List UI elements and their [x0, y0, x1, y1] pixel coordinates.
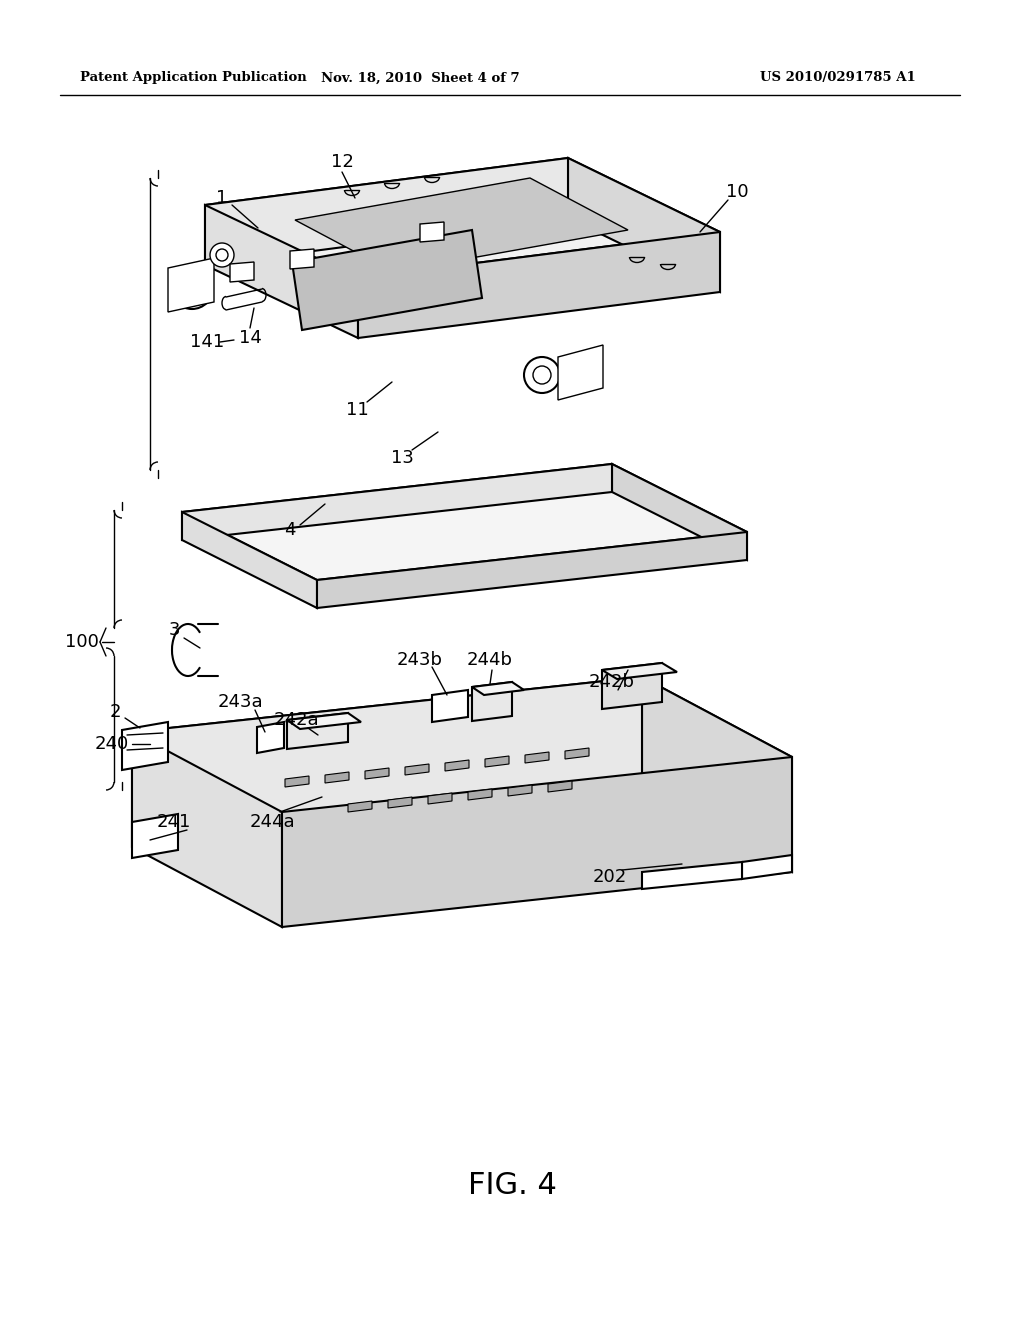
Polygon shape [285, 776, 309, 787]
Text: 244a: 244a [249, 813, 295, 832]
Polygon shape [292, 230, 482, 330]
Polygon shape [182, 465, 746, 579]
Polygon shape [132, 814, 178, 858]
Polygon shape [485, 756, 509, 767]
Polygon shape [358, 232, 720, 338]
Polygon shape [287, 713, 348, 748]
Text: 241: 241 [157, 813, 191, 832]
Polygon shape [472, 682, 524, 696]
Text: 10: 10 [726, 183, 749, 201]
Text: 12: 12 [331, 153, 353, 172]
Text: 141: 141 [189, 333, 224, 351]
Text: 202: 202 [593, 869, 627, 886]
Text: 244b: 244b [467, 651, 513, 669]
Polygon shape [230, 261, 254, 282]
Polygon shape [642, 862, 742, 888]
Text: 4: 4 [285, 521, 296, 539]
Polygon shape [612, 465, 746, 560]
Polygon shape [406, 764, 429, 775]
Text: 1: 1 [216, 189, 227, 207]
Polygon shape [445, 760, 469, 771]
Text: 2: 2 [110, 704, 121, 721]
Polygon shape [205, 158, 568, 265]
Text: Nov. 18, 2010  Sheet 4 of 7: Nov. 18, 2010 Sheet 4 of 7 [321, 71, 519, 84]
Polygon shape [420, 222, 444, 242]
Polygon shape [132, 677, 642, 847]
Polygon shape [565, 748, 589, 759]
Polygon shape [508, 785, 532, 796]
Polygon shape [182, 512, 317, 609]
Polygon shape [132, 733, 282, 927]
Text: 243a: 243a [217, 693, 263, 711]
Circle shape [171, 267, 213, 309]
Polygon shape [132, 677, 792, 812]
Polygon shape [548, 781, 572, 792]
Circle shape [524, 356, 560, 393]
Text: 100: 100 [66, 634, 99, 651]
Polygon shape [388, 797, 412, 808]
Text: 240: 240 [95, 735, 129, 752]
Polygon shape [325, 772, 349, 783]
Polygon shape [168, 257, 214, 312]
Polygon shape [602, 663, 677, 678]
Polygon shape [182, 465, 612, 540]
Polygon shape [295, 178, 628, 272]
Polygon shape [472, 682, 512, 721]
Text: 242a: 242a [273, 711, 318, 729]
Polygon shape [642, 677, 792, 873]
Polygon shape [568, 158, 720, 292]
Text: FIG. 4: FIG. 4 [468, 1171, 556, 1200]
Polygon shape [257, 722, 284, 752]
Polygon shape [287, 713, 361, 729]
Text: Patent Application Publication: Patent Application Publication [80, 71, 307, 84]
Polygon shape [205, 158, 720, 279]
Text: 14: 14 [239, 329, 261, 347]
Circle shape [210, 243, 234, 267]
Text: 242b: 242b [589, 673, 635, 690]
Text: 13: 13 [390, 449, 414, 467]
Polygon shape [428, 793, 452, 804]
Polygon shape [602, 663, 662, 709]
Polygon shape [468, 789, 492, 800]
Polygon shape [290, 249, 314, 269]
Polygon shape [365, 768, 389, 779]
Polygon shape [317, 532, 746, 609]
Polygon shape [742, 855, 792, 879]
Text: US 2010/0291785 A1: US 2010/0291785 A1 [760, 71, 915, 84]
Polygon shape [432, 690, 468, 722]
Polygon shape [205, 205, 358, 338]
Polygon shape [282, 756, 792, 927]
Text: 3: 3 [168, 620, 180, 639]
Polygon shape [348, 801, 372, 812]
Polygon shape [558, 345, 603, 400]
Text: 11: 11 [346, 401, 369, 418]
Polygon shape [122, 722, 168, 770]
Text: 243b: 243b [397, 651, 443, 669]
Polygon shape [525, 752, 549, 763]
